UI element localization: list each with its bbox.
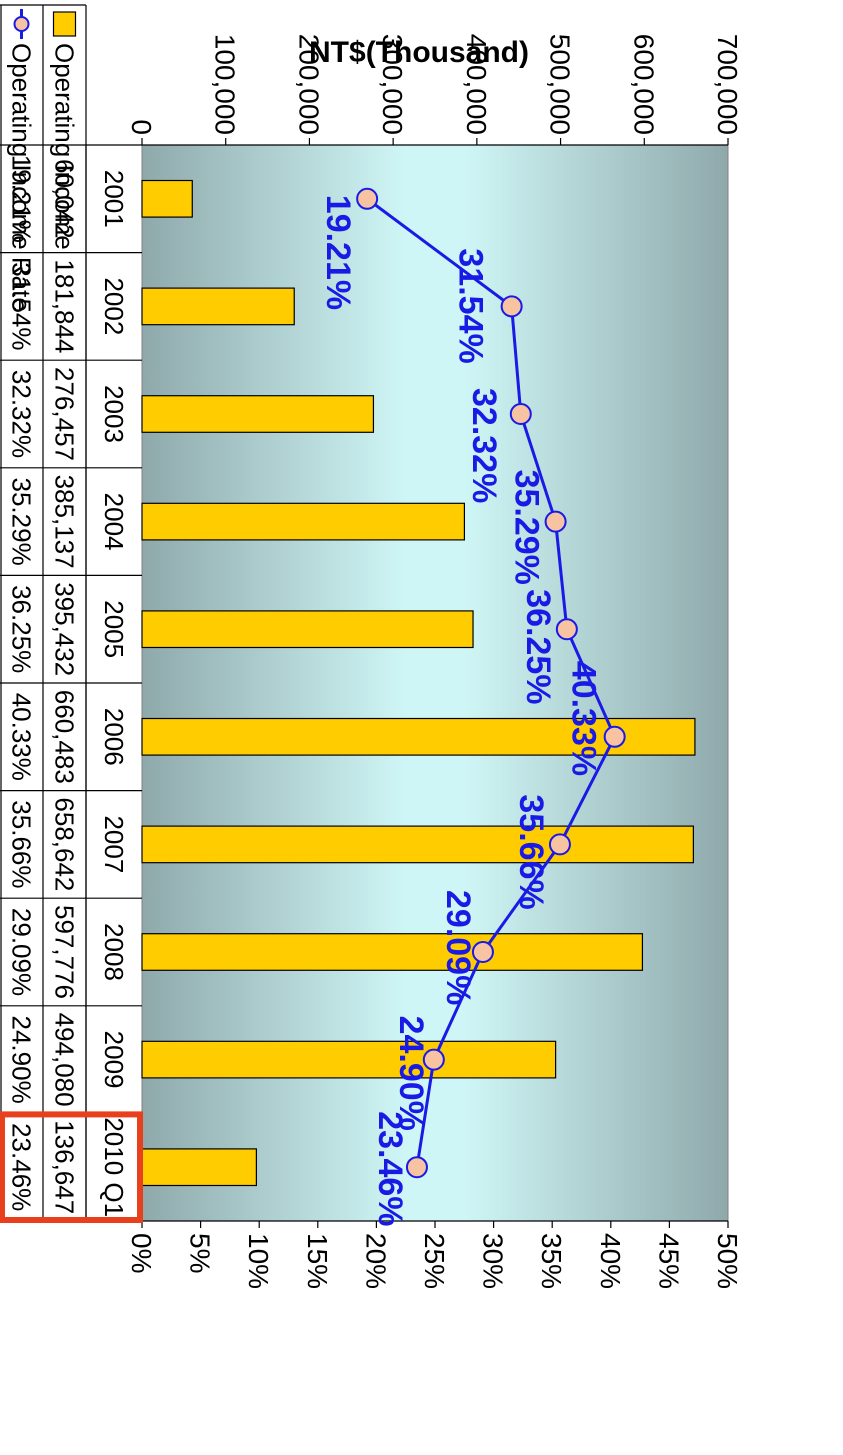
legend-marker-swatch	[13, 16, 30, 32]
rate-data-label: 36.25%	[519, 589, 557, 704]
left-tick-label: 600,000	[628, 34, 659, 135]
table-cell: 19.21%	[7, 155, 37, 243]
table-cell: 597,776	[50, 905, 80, 999]
rate-marker-2009	[422, 1048, 445, 1071]
right-tick-label: 40%	[595, 1233, 626, 1289]
left-tick-label: 0	[126, 119, 157, 135]
rate-marker-2007	[548, 833, 571, 856]
table-cell: 181,844	[50, 259, 80, 353]
right-tick-label: 20%	[360, 1233, 391, 1289]
bar-2006	[141, 717, 696, 756]
left-tick-label: 100,000	[210, 34, 241, 135]
right-tick-label: 45%	[653, 1233, 684, 1289]
right-tick-label: 35%	[536, 1233, 567, 1289]
rate-marker-2008	[471, 941, 494, 963]
table-header-cell: 2006	[99, 708, 129, 766]
rate-data-label: 32.32%	[465, 388, 503, 503]
table-cell: 35.29%	[7, 478, 37, 566]
left-tick-label: 500,000	[545, 34, 576, 135]
table-cell: 40.33%	[7, 693, 37, 781]
rate-marker-2004	[544, 510, 567, 533]
table-cell: 35.66%	[7, 800, 37, 888]
table-cell: 31.54%	[7, 262, 37, 350]
rate-data-label: 35.29%	[508, 470, 546, 585]
rate-marker-2006	[603, 725, 626, 748]
y-axis-title: NT$(Thousand)	[309, 36, 529, 69]
table-header-cell: 2007	[99, 815, 129, 873]
rate-data-label: 31.54%	[452, 248, 490, 363]
rate-data-label: 35.66%	[512, 794, 550, 909]
rate-data-label: 24.90%	[392, 1016, 430, 1131]
bar-2004	[141, 502, 466, 541]
bar-2005	[141, 610, 474, 649]
table-header-cell: 2010 Q1	[99, 1117, 129, 1217]
legend-bar-swatch	[52, 11, 77, 37]
table-cell: 60,042	[50, 159, 80, 239]
right-tick-label: 0%	[126, 1233, 157, 1273]
rate-data-label: 23.46%	[371, 1111, 409, 1226]
rate-data-label: 40.33%	[565, 661, 603, 776]
bar-2010 Q1	[141, 1148, 257, 1187]
bar-2007	[141, 825, 694, 864]
legend-label-operating-income: Operating Income	[50, 43, 80, 250]
bar-2002	[141, 287, 295, 326]
rate-marker-2003	[509, 403, 532, 425]
table-cell: 385,137	[50, 475, 80, 569]
left-tick-label: 700,000	[712, 34, 743, 135]
right-tick-label: 5%	[185, 1233, 216, 1273]
legend-label-operating-income-rate: Operating Income Rate	[7, 43, 37, 312]
left-tick-label: 300,000	[377, 34, 408, 135]
table-cell: 276,457	[50, 367, 80, 461]
left-tick-label: 200,000	[293, 34, 324, 135]
table-header-cell: 2004	[99, 493, 129, 551]
right-tick-label: 10%	[243, 1233, 274, 1289]
highlight-box	[0, 1111, 143, 1224]
rate-data-labels: 19.21% 31.54% 32.32%35.29% 36.25%40.33% 35.6…	[319, 195, 603, 1227]
rate-marker-2001	[356, 187, 379, 210]
rate-data-label: 29.09%	[439, 890, 477, 1005]
data-table: 2001 2002 2003 2004 2005 2006 2007 2008 2009 2010…	[0, 4, 143, 1224]
right-tick-label: 50%	[712, 1233, 743, 1289]
table-header-cell: 2008	[99, 923, 129, 981]
table-cell: 36.25%	[7, 585, 37, 673]
table-cell: 23.46%	[7, 1123, 37, 1211]
table-cell: 660,483	[50, 690, 80, 784]
rate-marker-2005	[555, 618, 578, 641]
bar-2003	[141, 395, 375, 433]
table-cell: 395,432	[50, 582, 80, 676]
table-header-cell: 2009	[99, 1031, 129, 1089]
right-tick-label: 25%	[419, 1233, 450, 1289]
bar-2001	[141, 179, 193, 218]
rate-line	[366, 197, 617, 1168]
table-cell: 24.90%	[7, 1016, 37, 1104]
bar-2008	[141, 933, 644, 971]
left-tick-label: 400,000	[461, 34, 492, 135]
table-header-cell: 2002	[99, 277, 129, 335]
rate-data-label: 19.21%	[319, 195, 357, 310]
right-tick-label: 15%	[302, 1233, 333, 1289]
table-header-cell: 2005	[99, 600, 129, 658]
bar-2009	[141, 1040, 557, 1079]
table-cell: 494,080	[50, 1013, 80, 1107]
table-cell: 136,647	[50, 1120, 80, 1214]
rate-marker-2010 Q1	[405, 1156, 428, 1179]
right-tick-label: 30%	[478, 1233, 509, 1289]
right-axis: 0% 5% 10% 15% 20% 25% 30% 35% 40% 45% 50%	[126, 1220, 743, 1289]
rate-markers-layer	[356, 187, 626, 1179]
table-header-cell: 2003	[99, 385, 129, 443]
rate-line-layer	[366, 197, 617, 1168]
table-cell: 32.32%	[7, 370, 37, 458]
left-axis: 0 100,000 200,000 300,000 400,000 500,000 600,…	[126, 34, 743, 146]
table-cell: 29.09%	[7, 908, 37, 996]
table-cell: 658,642	[50, 797, 80, 891]
rate-marker-2002	[500, 295, 523, 318]
table-header-cell: 2001	[99, 170, 129, 228]
